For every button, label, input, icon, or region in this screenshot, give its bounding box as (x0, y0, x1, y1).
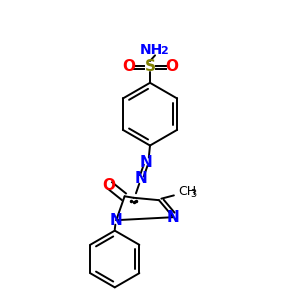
Text: 2: 2 (160, 46, 168, 56)
Text: O: O (103, 178, 116, 193)
Text: 3: 3 (190, 190, 196, 200)
Text: N: N (110, 213, 123, 228)
Text: CH: CH (178, 185, 196, 198)
Text: N: N (167, 210, 180, 225)
Text: O: O (122, 59, 135, 74)
Text: S: S (145, 59, 155, 74)
Text: N: N (140, 155, 153, 170)
Text: NH: NH (140, 43, 163, 57)
Text: N: N (135, 171, 147, 186)
Text: O: O (165, 59, 178, 74)
